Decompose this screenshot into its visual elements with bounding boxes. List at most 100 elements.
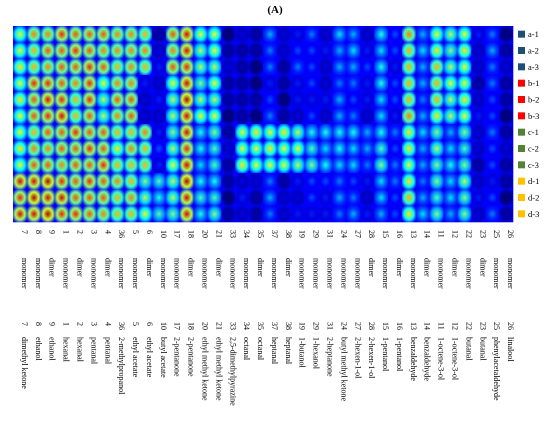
heatmap-cell — [471, 173, 486, 190]
heatmap-cell — [346, 91, 361, 108]
heatmap-cell — [304, 75, 319, 92]
legend-swatch — [518, 112, 525, 120]
heatmap-cell — [13, 189, 28, 206]
column-form-label: monomer — [298, 258, 307, 289]
heatmap-cell — [304, 140, 319, 157]
column-form-label: monomer — [34, 258, 43, 289]
heatmap-cell — [485, 173, 500, 190]
column-form-label: monomer — [353, 258, 362, 289]
heatmap-cell — [40, 58, 55, 76]
heatmap-cell — [13, 205, 28, 223]
heatmap-cell — [138, 156, 153, 174]
column-form-label: monomer — [270, 258, 279, 289]
column-number-label: 16 — [395, 230, 404, 238]
heatmap-cell — [165, 107, 180, 125]
heatmap-cell — [151, 124, 167, 141]
heatmap-cell — [26, 124, 42, 141]
heatmap-cell — [193, 91, 208, 108]
heatmap-cell — [415, 205, 430, 223]
heatmap-cell — [499, 205, 514, 223]
heatmap-cell — [40, 156, 55, 174]
heatmap-cell — [290, 107, 305, 125]
column-form-label: monomer — [117, 258, 126, 289]
column-number-label: 7 — [20, 230, 29, 234]
heatmap-cell — [290, 26, 305, 43]
column-number-label: 19 — [298, 230, 307, 238]
heatmap-cell — [263, 205, 278, 223]
heatmap-cell — [332, 42, 347, 59]
heatmap-cell — [401, 140, 417, 157]
column-number-label: 27 — [353, 230, 362, 238]
column-form-label: dimer — [187, 258, 196, 277]
heatmap-cell — [207, 107, 222, 125]
heatmap-cell — [13, 26, 28, 43]
column-compound-label: benzaldehyde — [409, 337, 418, 381]
column-number-label: 29 — [312, 322, 321, 330]
heatmap-cell — [263, 124, 278, 141]
column-compound-label: 2-pentanone — [173, 337, 182, 377]
heatmap-cell — [429, 75, 444, 92]
heatmap-cell — [138, 91, 153, 108]
column-form-label: dimer — [103, 258, 112, 277]
heatmap-cell — [96, 205, 111, 223]
heatmap-cell — [415, 91, 430, 108]
column-number-label: 10 — [159, 322, 168, 330]
heatmap-cell — [82, 75, 97, 92]
heatmap-cell — [318, 173, 333, 190]
column-compound-label: 1-pentanol — [381, 337, 390, 372]
heatmap-cell — [165, 26, 180, 43]
heatmap-cell — [401, 156, 417, 174]
heatmap-cell — [304, 156, 319, 174]
heatmap-cell — [429, 26, 444, 43]
heatmap-cell — [388, 107, 403, 125]
heatmap-cell — [401, 205, 417, 223]
heatmap-cell — [429, 140, 444, 157]
heatmap-cell — [179, 205, 194, 223]
column-number-label: 16 — [395, 322, 404, 330]
legend-swatch — [518, 30, 525, 38]
column-number-label: 7 — [20, 322, 29, 326]
column-compound-label: hexanal — [62, 337, 71, 363]
column-compound-label: hexanal — [76, 337, 85, 363]
heatmap-cell — [457, 26, 472, 43]
heatmap-cell — [415, 107, 430, 125]
column-form-label: dimer — [423, 258, 432, 277]
heatmap-cell — [96, 91, 111, 108]
heatmap-cell — [457, 173, 472, 190]
heatmap-cell — [485, 26, 500, 43]
heatmap-cell — [457, 189, 472, 206]
column-number-label: 12 — [451, 230, 460, 238]
legend-swatch — [518, 128, 525, 136]
column-number-label: 31 — [326, 230, 335, 238]
heatmap-cell — [138, 205, 153, 223]
column-form-label: monomer — [89, 258, 98, 289]
heatmap-cell — [26, 140, 42, 157]
heatmap-cell — [401, 189, 417, 206]
heatmap-cell — [443, 189, 458, 206]
column-number-label: 9 — [48, 230, 57, 234]
heatmap-cell — [221, 42, 236, 59]
heatmap-cell — [151, 75, 167, 92]
column-number-label: 13 — [409, 322, 418, 330]
heatmap-cell — [151, 205, 167, 223]
column-number-label: 6 — [145, 230, 154, 234]
legend-label: c-3 — [528, 160, 539, 170]
column-number-label: 5 — [131, 230, 140, 234]
heatmap-cell — [110, 140, 125, 157]
heatmap-cell — [82, 58, 97, 76]
heatmap-cell — [235, 58, 250, 76]
column-number-label: 15 — [381, 322, 390, 330]
heatmap-cell — [124, 26, 139, 43]
heatmap-cell — [96, 107, 111, 125]
heatmap-cell — [96, 156, 111, 174]
heatmap-cell — [415, 58, 430, 76]
heatmap-cell — [26, 205, 42, 223]
column-number-label: 35 — [256, 230, 265, 238]
column-compound-label: 1-hexanol — [312, 337, 321, 370]
column-number-label: 38 — [284, 230, 293, 238]
heatmap-cell — [304, 107, 319, 125]
heatmap-cell — [26, 173, 42, 190]
heatmap-cell — [179, 58, 194, 76]
column-form-label: dimer — [214, 258, 223, 277]
column-compound-label: 2-heptanone — [326, 337, 335, 377]
